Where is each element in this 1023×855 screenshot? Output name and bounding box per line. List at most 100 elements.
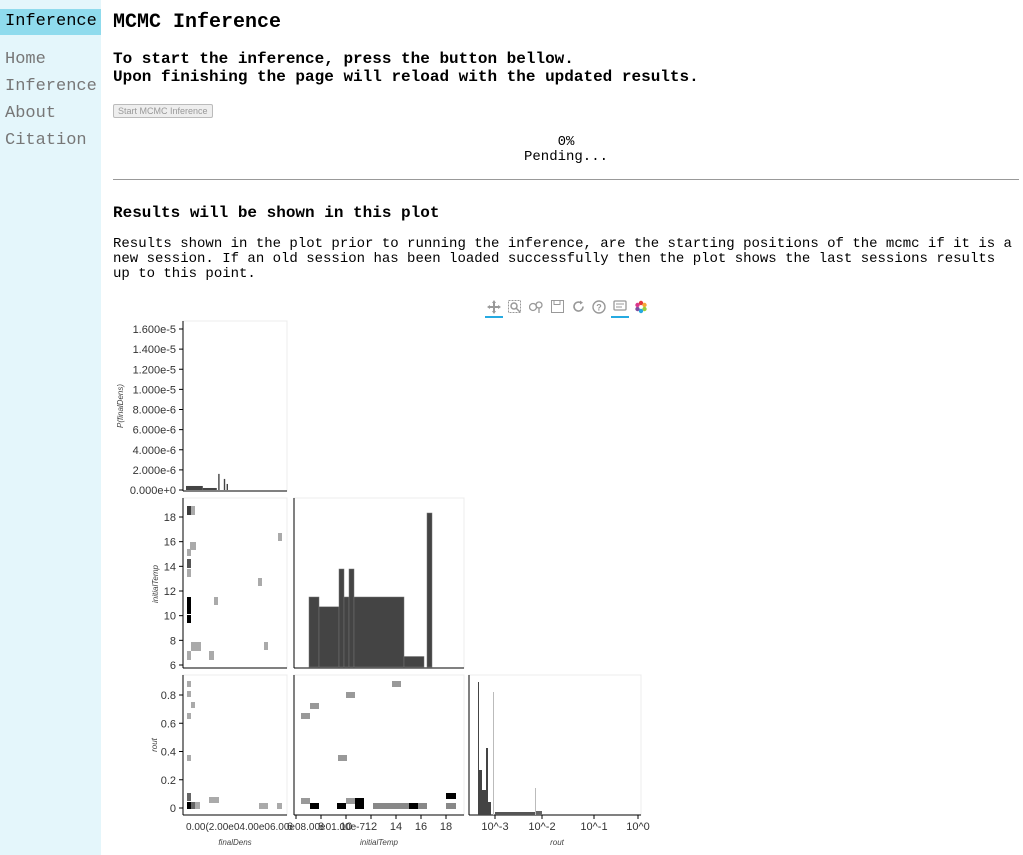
y-tick-label: 0.8 — [161, 690, 176, 702]
heatmap-cell — [337, 803, 346, 809]
panel-finaldens-vs-rout[interactable]: 0 0.2 0.4 0.6 0.8 rout 0.00(2.00e04.00e06.00… — [150, 674, 365, 847]
bokeh-logo-icon — [632, 298, 650, 316]
histogram-bar — [353, 596, 405, 668]
x-tick-label: 6 — [287, 821, 293, 833]
plot-frame — [182, 320, 288, 492]
y-tick-label: 16 — [164, 537, 176, 549]
heatmap-cell — [187, 597, 191, 605]
heatmap-cell — [277, 803, 282, 809]
y-tick-label: 6.000e-6 — [133, 425, 176, 437]
y-tick-label: 8.000e-6 — [133, 405, 176, 417]
x-tick-label: 16 — [415, 821, 427, 833]
plot-frame — [182, 497, 288, 669]
sidebar-active-header[interactable]: Inference — [0, 9, 101, 35]
heatmap-cell — [301, 798, 310, 804]
histogram-bar — [493, 692, 494, 815]
x-tick-label: 10^0 — [626, 821, 650, 833]
sidebar-item-home[interactable]: Home — [5, 50, 46, 69]
panel-initialtemp-vs-rout[interactable]: 6 8 10 12 14 16 18 initialTemp — [287, 674, 465, 847]
xtick-labels-finaldens: 0.00(2.00e04.00e06.00e08.00e01.00e-7 — [186, 822, 365, 833]
help-icon[interactable]: ? — [590, 298, 608, 316]
heatmap-cell — [187, 549, 191, 556]
heatmap-cells — [187, 681, 282, 809]
heatmap-cell — [418, 803, 427, 809]
heatmap-cell — [310, 703, 319, 709]
y-tick-label: 10 — [164, 611, 176, 623]
x-tick-label: 8 — [318, 821, 324, 833]
heatmap-cell — [278, 533, 282, 541]
x-tick-label: 10^-2 — [528, 821, 555, 833]
xlabel-rout: rout — [550, 838, 565, 847]
xlabel-finaldens: finalDens — [218, 838, 251, 847]
sidebar-item-about[interactable]: About — [5, 104, 57, 123]
heatmap-cell — [187, 569, 191, 577]
corner-plot[interactable]: 1.600e-5 1.400e-5 1.200e-5 1.000e-5 8.000e-6… — [112, 318, 652, 855]
panel-initialtemp-marginal[interactable] — [293, 497, 465, 669]
histogram-bar — [186, 485, 203, 490]
histogram-bar — [426, 512, 433, 668]
x-tick-label: 12 — [365, 821, 377, 833]
plot-frame — [468, 674, 642, 816]
x-tick-label: 10 — [340, 821, 352, 833]
wheel-zoom-icon[interactable] — [527, 298, 545, 316]
heatmap-cell — [392, 681, 401, 687]
histogram-bar — [226, 483, 228, 490]
heatmap-cell — [187, 615, 191, 623]
heatmap-cell — [209, 651, 214, 660]
heatmap-cell — [310, 803, 319, 809]
y-tick-label: 0 — [170, 803, 176, 815]
y-tick-label: 0.2 — [161, 775, 176, 787]
x-tick-label: 18 — [440, 821, 452, 833]
page-title: MCMC Inference — [113, 11, 282, 34]
heatmap-cell — [209, 797, 219, 803]
ylabel-initialtemp: initialTemp — [151, 564, 160, 602]
panel-finaldens-marginal[interactable]: 1.600e-5 1.400e-5 1.200e-5 1.000e-5 8.000e-6… — [116, 320, 288, 497]
start-inference-button[interactable]: Start MCMC Inference — [113, 104, 213, 118]
histogram-bar — [482, 790, 486, 815]
panel-rout-marginal[interactable]: 10^-3 10^-2 10^-1 10^0 rout — [468, 674, 650, 847]
xlabel-initialtemp: initialTemp — [360, 838, 398, 847]
heatmap-cell — [259, 803, 268, 809]
plot-frame — [182, 674, 288, 816]
histogram-bar — [202, 487, 217, 490]
histogram-bars — [478, 682, 542, 815]
heatmap-cell — [195, 802, 200, 809]
reset-icon[interactable] — [569, 298, 587, 316]
heatmap-cells — [187, 506, 282, 660]
hover-icon[interactable] — [611, 298, 629, 318]
ylabel-finaldens: P(finalDens) — [116, 384, 125, 428]
box-zoom-icon[interactable] — [506, 298, 524, 316]
heatmap-cell — [187, 506, 191, 515]
results-heading: Results will be shown in this plot — [113, 204, 440, 222]
main-content: MCMC Inference To start the inference, p… — [113, 0, 1019, 855]
x-tick-label: 10^-3 — [481, 821, 508, 833]
histogram-bar — [338, 568, 345, 668]
results-description: Results shown in the plot prior to runni… — [113, 236, 1012, 282]
heatmap-cell — [373, 803, 409, 809]
heatmap-cell — [191, 642, 201, 651]
histogram-bar — [403, 656, 425, 668]
y-tick-label: 0.6 — [161, 718, 176, 730]
svg-text:?: ? — [596, 303, 602, 313]
y-tick-label: 1.200e-5 — [133, 364, 176, 376]
y-tick-label: 12 — [164, 586, 176, 598]
sidebar-item-inference[interactable]: Inference — [5, 77, 97, 96]
sidebar-item-citation[interactable]: Citation — [5, 131, 87, 150]
histogram-bar — [478, 682, 479, 815]
divider — [113, 179, 1019, 180]
panel-finaldens-vs-initialtemp[interactable]: 6 8 10 12 14 16 18 initialTemp — [151, 497, 288, 672]
heatmap-cell — [301, 713, 310, 719]
intro-text: To start the inference, press the button… — [113, 50, 699, 86]
y-tick-label: 8 — [170, 635, 176, 647]
save-icon[interactable] — [548, 298, 566, 316]
histogram-bar — [218, 473, 220, 490]
progress-status: Pending... — [523, 149, 608, 165]
heatmap-cell — [187, 605, 191, 614]
histogram-bar — [343, 596, 350, 668]
sidebar: Inference Home Inference About Citation — [0, 0, 101, 855]
y-tick-label: 6 — [170, 660, 176, 672]
heatmap-cell — [338, 755, 347, 761]
pan-icon[interactable] — [485, 298, 503, 318]
heatmap-cell — [187, 681, 191, 687]
heatmap-cell — [355, 798, 364, 809]
